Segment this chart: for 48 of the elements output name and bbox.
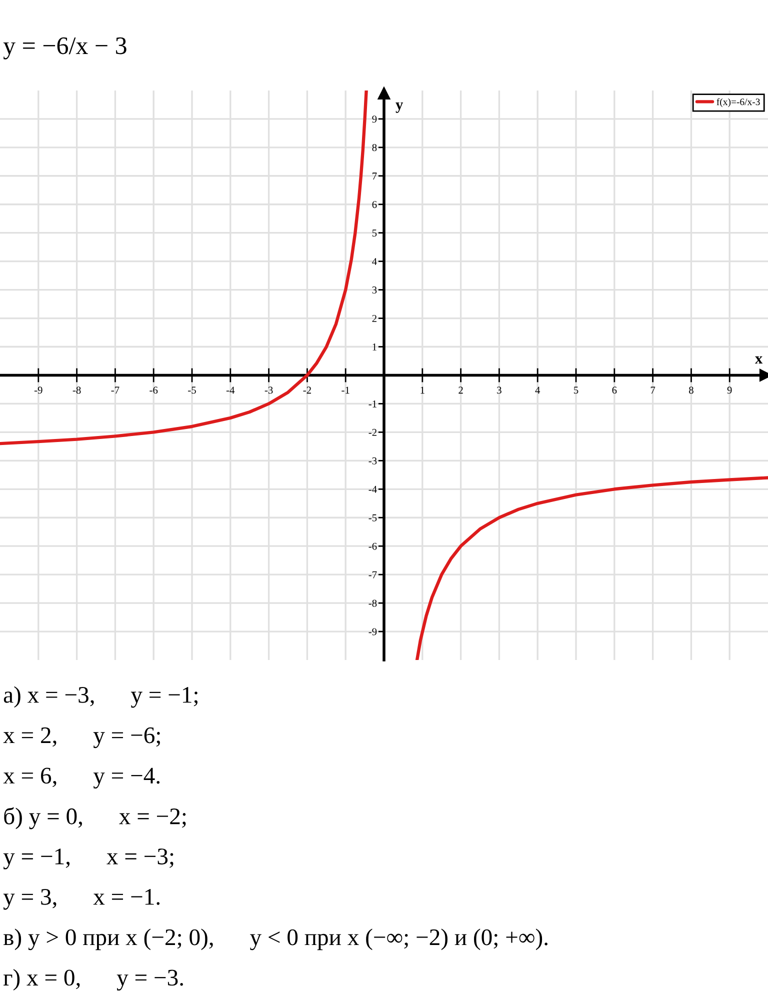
y-tick-label: -1 [368, 400, 376, 408]
text: y = −1, x = −3; [3, 848, 174, 870]
y-tick-label: -5 [368, 514, 377, 522]
x-tick-label: -6 [150, 386, 158, 394]
x-tick-label: 2 [458, 386, 463, 394]
y-tick-label: 6 [372, 201, 377, 208]
y-axis-title: y [396, 102, 404, 113]
y-tick-label: 8 [372, 144, 377, 152]
y-tick-label: 1 [372, 343, 376, 350]
legend-label: f(x)=-6/x-3 [716, 98, 760, 108]
text: а) x = −3, y = −1; [4, 686, 198, 708]
x-tick-label: -4 [226, 386, 235, 394]
x-tick-label: 7 [650, 386, 656, 394]
text: y = 3, x = −1. [3, 888, 160, 910]
y-tick-label: -6 [368, 542, 377, 550]
x-tick-label: -7 [111, 386, 120, 394]
x-tick-label: 9 [727, 386, 732, 394]
y-tick-label: 9 [372, 116, 377, 123]
text: в) y > 0 при x (−2; 0), y < 0 при x (−∞; −2) и (0; +∞). [4, 928, 548, 950]
x-tick-label: -3 [264, 386, 273, 394]
x-tick-label: 1 [420, 386, 424, 394]
chart-title: y = −6/x − 3 [3, 37, 126, 60]
x-tick-label: 6 [612, 386, 617, 394]
y-tick-label: 4 [372, 258, 377, 265]
y-tick-label: 3 [372, 286, 377, 294]
x-tick-label: 8 [688, 386, 694, 394]
text: б) y = 0, x = −2; [4, 807, 186, 830]
x-tick-label: 5 [574, 386, 578, 394]
text: г) x = 0, y = −3. [4, 969, 183, 991]
x-tick-label: -2 [303, 386, 311, 394]
x-tick-label: 3 [497, 386, 502, 394]
text: x = 6, y = −4. [3, 768, 160, 789]
x-axis-title: x [755, 356, 763, 364]
x-tick-label: 4 [535, 386, 540, 394]
y-tick-label: 5 [372, 230, 377, 237]
y-tick-label: 2 [372, 314, 376, 322]
y-tick-label: -3 [368, 457, 377, 464]
text: x = 2, y = −6; [3, 727, 160, 748]
y-tick-label: -7 [368, 571, 377, 578]
y-tick-label: -8 [368, 600, 377, 607]
x-tick-label: -9 [34, 386, 42, 394]
x-tick-label: -1 [342, 386, 350, 394]
x-tick-label: -8 [72, 386, 81, 394]
y-tick-label: -2 [368, 428, 376, 436]
y-tick-label: 7 [372, 172, 377, 180]
x-tick-label: -5 [188, 386, 196, 394]
y-tick-label: -9 [368, 628, 377, 636]
y-tick-label: -4 [368, 486, 377, 493]
